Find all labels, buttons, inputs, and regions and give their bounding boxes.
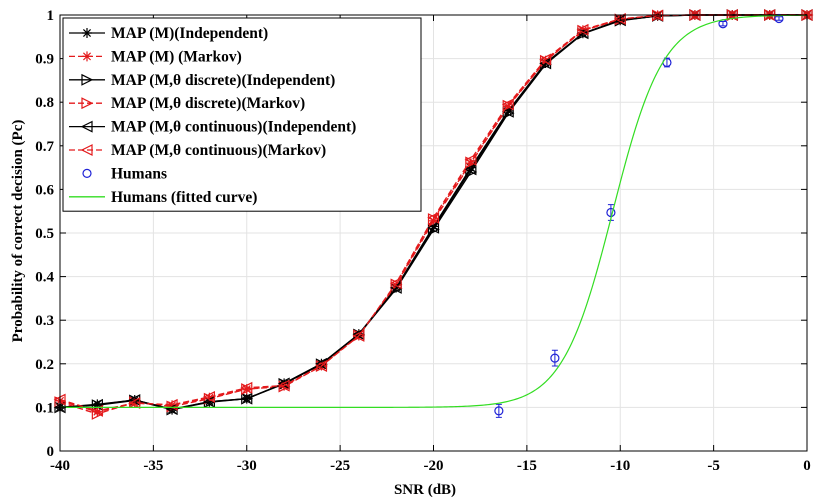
data-point-marker xyxy=(389,277,402,290)
x-tick-label: -25 xyxy=(330,458,350,474)
data-point-marker xyxy=(204,392,215,403)
legend-entry: MAP (M,θ discrete)(Independent) xyxy=(69,72,335,89)
data-point-marker xyxy=(494,406,504,416)
y-tick-label: 0.4 xyxy=(35,270,54,286)
y-tick-label: 0.3 xyxy=(35,313,54,329)
legend-label: Humans xyxy=(111,165,167,182)
legend-marker xyxy=(82,28,92,38)
data-point-marker xyxy=(352,329,365,342)
x-axis-label: SNR (dB) xyxy=(394,482,456,498)
legend-entry: MAP (M)(Independent) xyxy=(69,25,268,42)
error-bar xyxy=(719,21,726,27)
data-point-marker xyxy=(464,163,477,176)
y-tick-label: 0.6 xyxy=(35,182,54,198)
legend-entry: MAP (M,θ discrete)(Markov) xyxy=(69,95,305,112)
x-tick-label: -5 xyxy=(707,458,720,474)
x-tick-label: -20 xyxy=(424,458,444,474)
legend-label: MAP (M,θ continuous)(Markov) xyxy=(111,142,326,159)
tick-labels: -40 -35 -30 -25 -20 -15 -10 -5 0 0 0.1 0.2 0.3 0.4 0.5… xyxy=(35,8,811,474)
legend-label: MAP (M,θ continuous)(Independent) xyxy=(111,119,356,136)
data-point-marker xyxy=(277,379,290,392)
y-tick-label: 1 xyxy=(47,8,55,24)
series-humans-fitted-curve xyxy=(60,14,808,408)
legend-entry: Humans (fitted curve) xyxy=(69,189,257,206)
x-tick-label: 0 xyxy=(803,458,811,474)
legend-label: MAP (M,θ discrete)(Independent) xyxy=(111,72,335,89)
legend-label: MAP (M) (Markov) xyxy=(111,48,242,65)
data-point-marker xyxy=(240,381,253,394)
legend-marker xyxy=(80,144,93,156)
fitted-curve-line xyxy=(60,14,808,408)
data-point-marker xyxy=(240,392,253,405)
x-tick-label: -10 xyxy=(610,458,630,474)
y-tick-label: 0.9 xyxy=(35,52,54,68)
legend-marker xyxy=(82,168,92,178)
data-point-marker xyxy=(167,400,178,411)
y-tick-label: 0.5 xyxy=(35,226,54,242)
legend-label: Humans (fitted curve) xyxy=(111,189,257,206)
y-tick-label: 0.1 xyxy=(35,400,54,416)
legend-box xyxy=(62,17,422,212)
data-point-marker xyxy=(91,404,103,417)
y-tick-label: 0.7 xyxy=(35,139,54,155)
data-point-marker xyxy=(241,383,254,396)
data-point-marker xyxy=(315,360,328,372)
y-tick-label: 0.2 xyxy=(35,357,54,373)
data-point-marker xyxy=(501,98,514,111)
data-point-marker xyxy=(501,105,514,118)
legend-marker xyxy=(81,97,94,110)
legend-entry: MAP (M,θ continuous)(Markov) xyxy=(69,142,326,159)
legend-marker xyxy=(80,120,93,133)
data-point-marker xyxy=(539,53,552,66)
legend-entry: MAP (M,θ continuous)(Independent) xyxy=(69,119,356,136)
legend: MAP (M)(Independent) MAP (M) (Markov) MAP … xyxy=(62,17,422,212)
data-point-marker xyxy=(427,221,440,234)
legend-marker xyxy=(81,73,94,86)
legend-entry: MAP (M) (Markov) xyxy=(69,48,242,65)
legend-entry: Humans xyxy=(82,165,167,182)
data-point-marker xyxy=(203,390,215,403)
x-tick-label: -30 xyxy=(237,458,257,474)
x-tick-label: -35 xyxy=(143,458,163,474)
data-point-marker xyxy=(464,153,477,166)
y-axis-label: Probability of correct decision (Pc) xyxy=(10,120,26,343)
error-bar xyxy=(551,349,558,367)
legend-label: MAP (M,θ discrete)(Markov) xyxy=(111,95,305,112)
data-point-marker xyxy=(502,99,515,112)
data-point-marker xyxy=(427,211,440,224)
x-tick-label: -40 xyxy=(50,458,70,474)
legend-marker xyxy=(82,51,92,62)
x-tick-label: -15 xyxy=(517,458,537,474)
legend-label: MAP (M)(Independent) xyxy=(111,25,268,42)
y-tick-label: 0.8 xyxy=(35,95,54,111)
data-point-marker xyxy=(128,397,141,410)
error-bar xyxy=(775,16,782,21)
y-tick-label: 0 xyxy=(47,444,55,460)
data-point-marker xyxy=(774,13,784,24)
data-point-marker xyxy=(550,353,560,363)
data-point-marker xyxy=(576,23,589,36)
